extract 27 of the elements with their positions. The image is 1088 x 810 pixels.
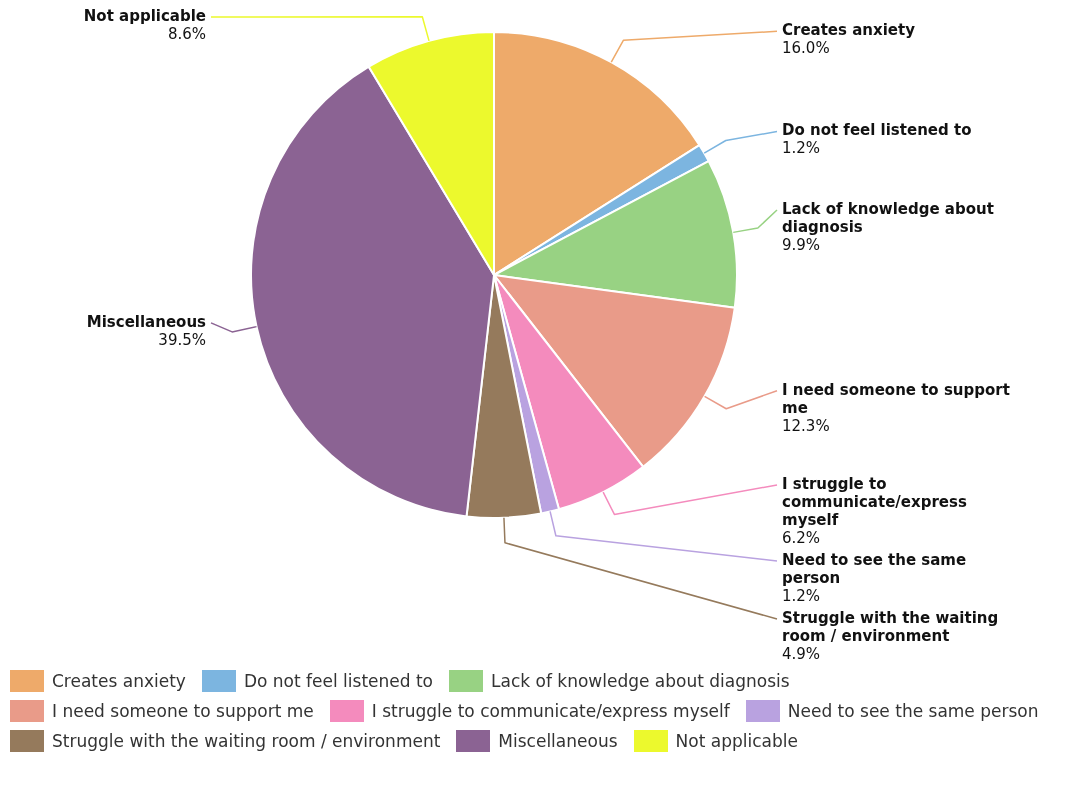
data-label: 1.2% <box>782 139 821 158</box>
slice-label: Lack of knowledge about diagnosis <box>782 199 994 236</box>
slice-label: Not applicable <box>83 6 206 25</box>
legend-label: Need to see the same person <box>786 700 1039 722</box>
legend-label: Creates anxiety <box>51 670 186 692</box>
legend-label: Do not feel listened to <box>242 670 434 692</box>
data-label: 1.2% <box>782 586 821 605</box>
data-label: 12.3% <box>782 416 830 435</box>
slice-label: I need someone to support me <box>782 380 1010 417</box>
data-label: 39.5% <box>158 330 206 349</box>
legend-label: I struggle to communicate/express myself <box>370 700 730 722</box>
legend-label: Lack of knowledge about diagnosis <box>490 670 790 692</box>
slice-label: Creates anxiety <box>782 21 916 40</box>
data-label: 16.0% <box>782 39 830 58</box>
slice-label: Need to see the same person <box>782 550 967 587</box>
legend-label: Not applicable <box>674 730 798 752</box>
data-label: 6.2% <box>782 528 821 547</box>
slice-label: Struggle with the waiting room / environment <box>782 608 999 645</box>
legend-label: Struggle with the waiting room / environment <box>51 730 441 752</box>
slice-label: Miscellaneous <box>86 312 207 331</box>
legend-label: Miscellaneous <box>497 730 618 752</box>
data-label: 8.6% <box>167 24 206 43</box>
slice-label: Do not feel listened to <box>782 121 972 140</box>
data-label: 4.9% <box>782 644 821 663</box>
legend-label: I need someone to support me <box>51 700 314 722</box>
slice-label: I struggle to communicate/express myself <box>782 474 967 529</box>
data-label: 9.9% <box>782 235 821 254</box>
